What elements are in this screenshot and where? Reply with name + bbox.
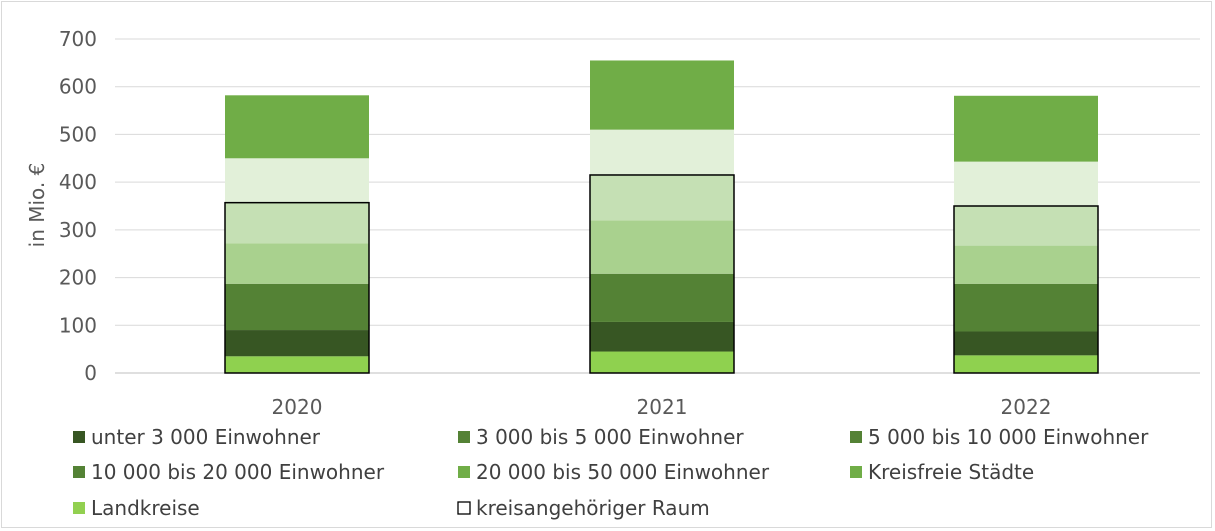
- bar-segment: [954, 95, 1098, 162]
- bar-segment: [954, 331, 1098, 356]
- legend-swatch: [850, 466, 862, 478]
- bar-segment: [225, 330, 369, 357]
- outline-box: [224, 201, 370, 374]
- legend-swatch: [73, 431, 85, 443]
- bar-segment: [954, 161, 1098, 206]
- y-tick-label: 300: [59, 218, 97, 242]
- x-tick-label: 2021: [637, 395, 688, 419]
- bar-segment: [225, 243, 369, 284]
- outline-boxes: [224, 174, 1099, 374]
- y-tick-labels: 0 100 200 300 400 500 600 700: [59, 27, 97, 385]
- bar-segment: [590, 220, 734, 274]
- bar-segment: [590, 60, 734, 130]
- y-tick-label: 600: [59, 75, 97, 99]
- y-axis-title: in Mio. €: [25, 163, 49, 248]
- x-tick-labels: 2020 2021 2022: [272, 395, 1052, 419]
- legend-label: 5 000 bis 10 000 Einwohner: [868, 425, 1149, 449]
- bar-segment: [225, 158, 369, 203]
- bar-segment: [590, 321, 734, 352]
- legend-label: unter 3 000 Einwohner: [91, 425, 321, 449]
- legend-label: Landkreise: [91, 496, 200, 520]
- legend-label: Kreisfreie Städte: [868, 460, 1034, 484]
- bar-segment: [954, 206, 1098, 246]
- legend-label: 10 000 bis 20 000 Einwohner: [91, 460, 385, 484]
- legend-swatch: [458, 466, 470, 478]
- bar-segment: [590, 129, 734, 175]
- outline-box: [953, 205, 1099, 374]
- y-tick-label: 100: [59, 313, 97, 337]
- outline-box: [589, 174, 735, 374]
- legend-swatch: [457, 501, 471, 515]
- bar-segment: [225, 95, 369, 159]
- bar-segment: [954, 245, 1098, 284]
- legend-label: 20 000 bis 50 000 Einwohner: [476, 460, 770, 484]
- y-tick-label: 500: [59, 122, 97, 146]
- bar-segment: [225, 356, 369, 373]
- legend-swatch: [458, 431, 470, 443]
- bar-segment: [590, 174, 734, 221]
- bar-segment: [590, 273, 734, 322]
- bar-segment: [225, 283, 369, 331]
- y-tick-label: 700: [59, 27, 97, 51]
- legend-swatch: [73, 466, 85, 478]
- bar-segment: [225, 202, 369, 244]
- legend-label: kreisangehöriger Raum: [476, 496, 710, 520]
- x-tick-label: 2020: [272, 395, 323, 419]
- y-tick-label: 400: [59, 170, 97, 194]
- bar-segment: [954, 283, 1098, 332]
- y-tick-label: 200: [59, 266, 97, 290]
- legend-swatch: [850, 431, 862, 443]
- bars: [225, 60, 1098, 373]
- legend: unter 3 000 Einwohner 3 000 bis 5 000 Ein…: [73, 425, 1149, 520]
- legend-swatch: [73, 502, 85, 514]
- bar-segment: [954, 355, 1098, 373]
- y-tick-label: 0: [84, 361, 97, 385]
- legend-label: 3 000 bis 5 000 Einwohner: [476, 425, 744, 449]
- x-tick-label: 2022: [1001, 395, 1052, 419]
- bar-segment: [590, 351, 734, 373]
